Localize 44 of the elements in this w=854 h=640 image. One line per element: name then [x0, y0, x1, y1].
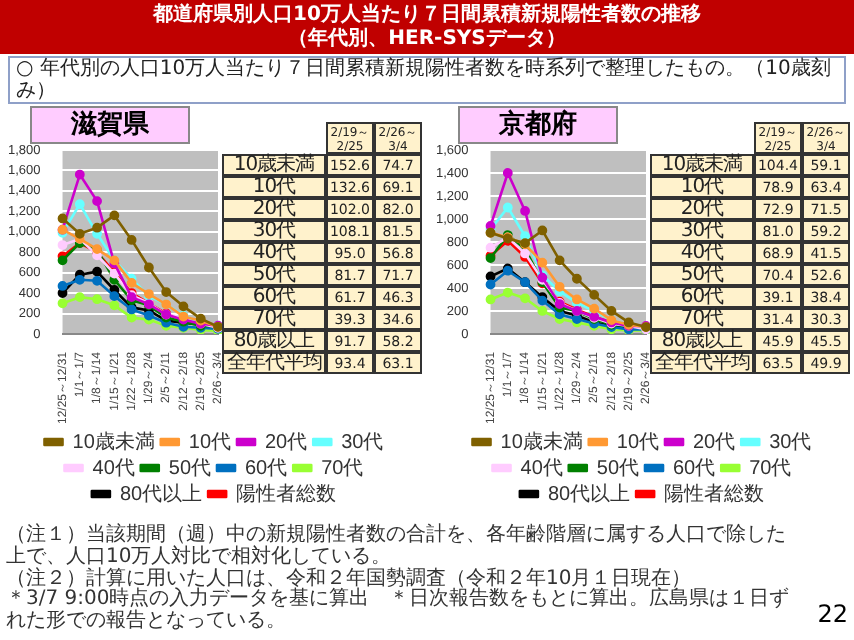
y-tick-label: 20代	[650, 198, 754, 220]
y-tick-label: 40代	[222, 242, 326, 264]
legend-label: 50代	[168, 457, 211, 480]
y-tick-label: 30代	[650, 220, 754, 242]
chart-title: 滋賀県	[30, 106, 190, 144]
y-tick-label: 70代	[222, 308, 326, 330]
legend-label: 30代	[341, 431, 384, 454]
legend-label: 80代以上	[119, 481, 203, 506]
legend-label: 30代	[769, 431, 812, 454]
legend-label: 40代	[520, 457, 563, 480]
legend-label: 陽性者総数	[236, 481, 337, 506]
legend-label: 10歳未満	[72, 429, 155, 454]
text: ＊3/7 9:00時点の入力データを基に算出 ＊日次報告数をもとに算出。広島県は１日ずれた形での報告となっている。	[6, 588, 792, 634]
chart-title: 京都府	[458, 106, 618, 144]
text: （注２）計算に用いた人口は、令和２年国勢調査（令和２年10月１日現在）	[6, 567, 692, 590]
legend-label: 70代	[321, 457, 364, 480]
y-tick-label: 50代	[222, 264, 326, 286]
y-tick-label: 80歳以上	[222, 330, 326, 352]
y-tick-label: 全年代平均	[650, 352, 754, 374]
text: ○ 年代別の人口10万人当たり７日間累積新規陽性者数を時系列で整理したもの。（10歳刻み）	[8, 56, 846, 104]
text: 都道府県別人口10万人当たり７日間累積新規陽性者数の推移（年代別、HER-SYSデータ）	[151, 3, 703, 51]
y-tick-label: 全年代平均	[222, 352, 326, 374]
y-tick-label: 40代	[650, 242, 754, 264]
y-tick-label: 30代	[222, 220, 326, 242]
legend-label: 10代	[616, 431, 659, 454]
y-tick-label: 50代	[650, 264, 754, 286]
y-tick-label: 70代	[650, 308, 754, 330]
y-tick-label: 10歳未満	[222, 154, 326, 176]
y-tick-label: 10代	[650, 176, 754, 198]
legend-label: 10歳未満	[500, 429, 583, 454]
y-tick-label: 80歳以上	[650, 330, 754, 352]
legend-label: 10代	[188, 431, 231, 454]
text: （注１）当該期間（週）中の新規陽性者数の合計を、各年齢階層に属する人口で除した上で、人口10万人対比で相対化している。	[6, 524, 788, 568]
legend-label: 40代	[92, 457, 135, 480]
y-tick-label: 60代	[650, 286, 754, 308]
legend-label: 50代	[596, 457, 639, 480]
y-tick-label: 20代	[222, 198, 326, 220]
legend-label: 80代以上	[547, 481, 631, 506]
y-tick-label: 10歳未満	[650, 154, 754, 176]
y-tick-label: 10代	[222, 176, 326, 198]
legend-label: 陽性者総数	[664, 481, 765, 506]
legend-label: 70代	[749, 457, 792, 480]
y-tick-label: 60代	[222, 286, 326, 308]
text: 22	[817, 600, 848, 628]
